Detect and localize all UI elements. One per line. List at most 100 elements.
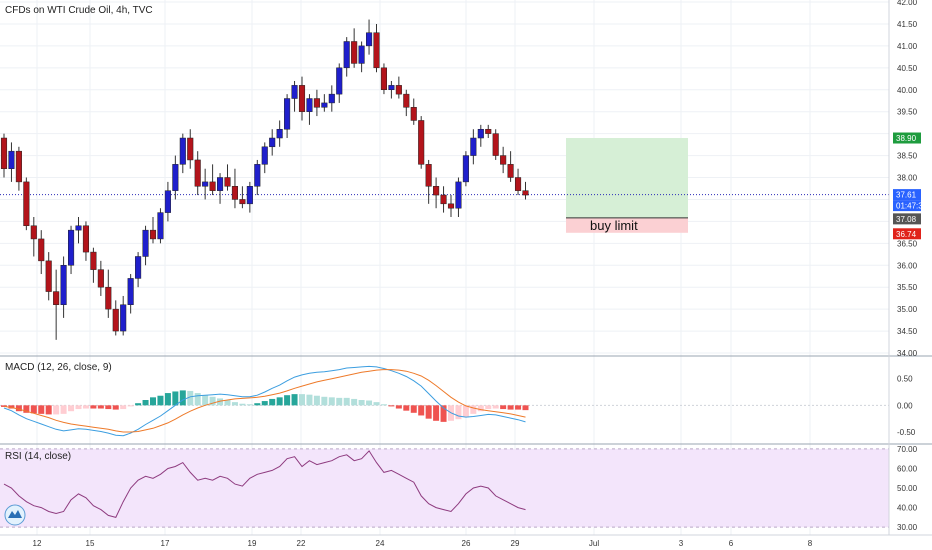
- macd-histogram-bar: [410, 405, 417, 413]
- candle-body[interactable]: [447, 203, 455, 209]
- buy-limit-annotation[interactable]: buy limit: [590, 218, 638, 233]
- candle-body[interactable]: [485, 128, 492, 134]
- macd-histogram-bar: [515, 405, 522, 410]
- candle-body[interactable]: [30, 225, 37, 240]
- candle-body[interactable]: [380, 67, 387, 90]
- candle-body[interactable]: [321, 102, 328, 108]
- macd-histogram-bar: [164, 393, 171, 406]
- candle-body[interactable]: [23, 181, 30, 227]
- candle-body[interactable]: [351, 41, 358, 64]
- macd-histogram-bar: [172, 391, 179, 406]
- candle-body[interactable]: [60, 265, 67, 305]
- time-tick-label: 29: [511, 539, 520, 548]
- candle-body[interactable]: [82, 225, 90, 253]
- candle-body[interactable]: [328, 93, 335, 104]
- candle-body[interactable]: [217, 177, 224, 191]
- last-price-badge-bg: [893, 189, 921, 201]
- candle-body[interactable]: [395, 85, 402, 95]
- candle-body[interactable]: [291, 85, 298, 99]
- candle-body[interactable]: [135, 256, 142, 279]
- macd-histogram-bar: [224, 400, 231, 406]
- grid-lines: [0, 0, 889, 535]
- candle-body[interactable]: [75, 225, 82, 231]
- candle-body[interactable]: [202, 181, 209, 187]
- candle-body[interactable]: [276, 128, 283, 139]
- time-tick-label: 15: [86, 539, 95, 548]
- candle-body[interactable]: [112, 308, 119, 332]
- candle-body[interactable]: [477, 128, 484, 139]
- candle-body[interactable]: [194, 159, 201, 187]
- candle-body[interactable]: [522, 190, 529, 196]
- macd-histogram-bar: [328, 397, 335, 406]
- macd-histogram-bar: [291, 394, 298, 406]
- candle-body[interactable]: [0, 137, 8, 169]
- candle-body[interactable]: [15, 150, 22, 183]
- candle-body[interactable]: [254, 164, 261, 187]
- candle-body[interactable]: [500, 155, 507, 165]
- symbol-title[interactable]: CFDs on WTI Crude Oil, 4h, TVC: [5, 5, 153, 16]
- candle-body[interactable]: [68, 229, 75, 266]
- candle-body[interactable]: [343, 41, 350, 69]
- candle-body[interactable]: [515, 177, 522, 191]
- candle-body[interactable]: [157, 212, 164, 240]
- stop-price-badge: 36.74: [896, 230, 917, 239]
- candle-body[interactable]: [97, 269, 104, 288]
- price-tick-label: 41.00: [897, 42, 918, 51]
- candle-body[interactable]: [179, 137, 186, 165]
- candle-body[interactable]: [470, 137, 477, 156]
- candle-body[interactable]: [164, 190, 171, 213]
- candle-body[interactable]: [492, 133, 499, 156]
- candle-body[interactable]: [306, 98, 313, 112]
- candle-body[interactable]: [224, 177, 231, 187]
- candle-body[interactable]: [53, 291, 60, 305]
- candle-body[interactable]: [269, 137, 276, 148]
- candle-body[interactable]: [120, 304, 127, 332]
- time-tick-label: 12: [33, 539, 42, 548]
- candle-body[interactable]: [284, 98, 291, 130]
- candle-body[interactable]: [298, 85, 306, 112]
- candle-body[interactable]: [373, 32, 380, 69]
- candle-body[interactable]: [187, 137, 194, 161]
- candle-body[interactable]: [261, 146, 268, 165]
- candle-body[interactable]: [455, 181, 462, 209]
- candle-body[interactable]: [462, 155, 469, 183]
- candle-body[interactable]: [38, 238, 45, 262]
- candle-body[interactable]: [410, 107, 417, 121]
- time-axis[interactable]: 12 15 17 19 22 24 26 29 Jul 3 6 8: [33, 539, 813, 548]
- rsi-title[interactable]: RSI (14, close): [5, 451, 72, 462]
- candle-body[interactable]: [440, 194, 447, 205]
- candle-body[interactable]: [425, 164, 432, 187]
- candle-body[interactable]: [507, 164, 514, 178]
- candle-body[interactable]: [231, 186, 238, 200]
- candle-body[interactable]: [313, 98, 320, 108]
- candle-body[interactable]: [336, 67, 343, 95]
- macd-title[interactable]: MACD (12, 26, close, 9): [5, 362, 112, 373]
- price-tick-label: 34.00: [897, 349, 918, 358]
- candle-body[interactable]: [105, 286, 112, 310]
- candle-body[interactable]: [90, 251, 97, 270]
- price-axis[interactable]: 42.00 41.50 41.00 40.50 40.00 39.50 38.50 38.00…: [897, 0, 918, 532]
- stop-loss-zone[interactable]: [566, 217, 688, 233]
- candle-body[interactable]: [418, 120, 425, 165]
- candle-body[interactable]: [172, 164, 179, 191]
- candle-body[interactable]: [142, 229, 149, 257]
- macd-histogram-bar: [150, 397, 156, 406]
- candle-body[interactable]: [209, 181, 216, 191]
- macd-histogram-bar: [313, 395, 320, 406]
- candle-body[interactable]: [45, 260, 52, 292]
- candle-body[interactable]: [127, 278, 134, 305]
- candle-body[interactable]: [246, 186, 253, 205]
- candle-body[interactable]: [358, 45, 365, 64]
- candle-body[interactable]: [403, 93, 410, 108]
- candle-body[interactable]: [366, 32, 373, 47]
- candle-body[interactable]: [8, 150, 15, 169]
- candle-body[interactable]: [433, 186, 440, 196]
- candle-body[interactable]: [239, 199, 246, 205]
- target-profit-zone[interactable]: [566, 138, 688, 218]
- macd-tick-label: 0.50: [897, 375, 913, 384]
- candle-body[interactable]: [149, 229, 157, 240]
- tradingview-logo[interactable]: [4, 504, 26, 526]
- macd-histogram-bar: [366, 400, 373, 406]
- candle-body[interactable]: [388, 85, 395, 91]
